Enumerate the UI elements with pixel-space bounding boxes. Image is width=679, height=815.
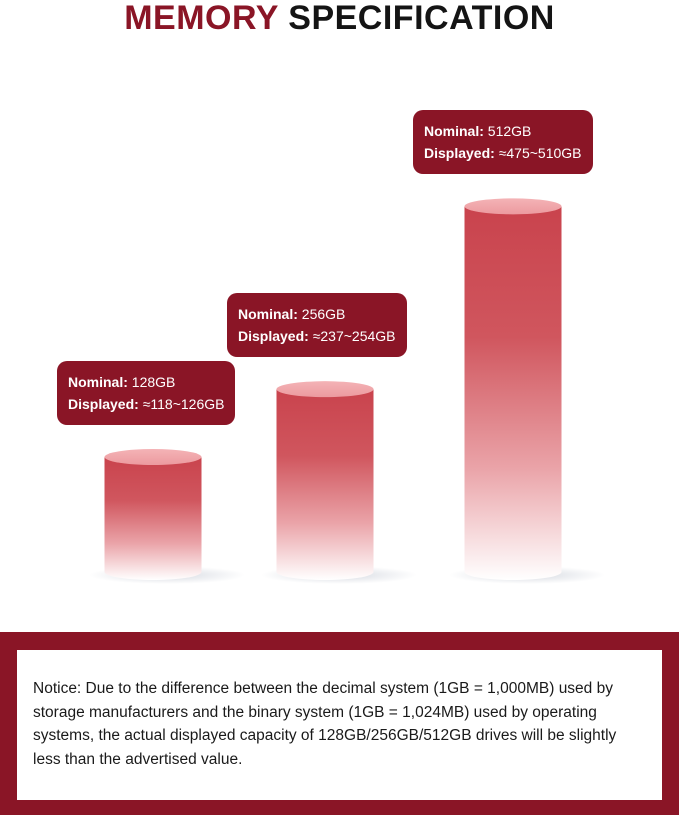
nominal-line: Nominal: 512GB xyxy=(424,120,582,142)
title-word-memory: MEMORY xyxy=(124,0,279,37)
bar-top-cap xyxy=(464,198,562,215)
page-title: MEMORY SPECIFICATION xyxy=(0,0,679,40)
bar-top-cap xyxy=(276,381,374,398)
displayed-line: Displayed: ≈118~126GB xyxy=(68,393,224,415)
bar-label-256GB: Nominal: 256GB Displayed: ≈237~254GB xyxy=(227,293,407,358)
displayed-label: Displayed: xyxy=(68,396,139,412)
bar-top-cap xyxy=(104,449,202,465)
bar-label-128GB: Nominal: 128GB Displayed: ≈118~126GB xyxy=(57,361,236,425)
displayed-value: ≈475~510GB xyxy=(494,145,582,162)
nominal-value: 512GB xyxy=(483,123,532,140)
nominal-value: 128GB xyxy=(127,374,176,390)
displayed-value: ≈118~126GB xyxy=(138,396,225,412)
bar-256GB xyxy=(276,389,374,580)
bar-128GB xyxy=(104,457,202,580)
displayed-line: Displayed: ≈237~254GB xyxy=(238,325,396,347)
displayed-label: Displayed: xyxy=(424,145,495,162)
nominal-label: Nominal: xyxy=(424,123,484,140)
nominal-line: Nominal: 128GB xyxy=(68,371,224,393)
nominal-label: Nominal: xyxy=(238,306,298,323)
capacity-chart xyxy=(89,198,605,584)
title-word-specification: SPECIFICATION xyxy=(288,0,555,37)
displayed-line: Displayed: ≈475~510GB xyxy=(424,142,582,164)
nominal-label: Nominal: xyxy=(68,374,128,390)
displayed-label: Displayed: xyxy=(238,328,309,345)
bar-512GB xyxy=(464,206,562,581)
notice-text: Notice: Due to the difference between th… xyxy=(17,650,662,800)
nominal-line: Nominal: 256GB xyxy=(238,303,396,325)
nominal-value: 256GB xyxy=(297,306,346,323)
displayed-value: ≈237~254GB xyxy=(308,328,396,345)
bar-label-512GB: Nominal: 512GB Displayed: ≈475~510GB xyxy=(413,110,593,175)
notice-frame: Notice: Due to the difference between th… xyxy=(0,632,679,815)
